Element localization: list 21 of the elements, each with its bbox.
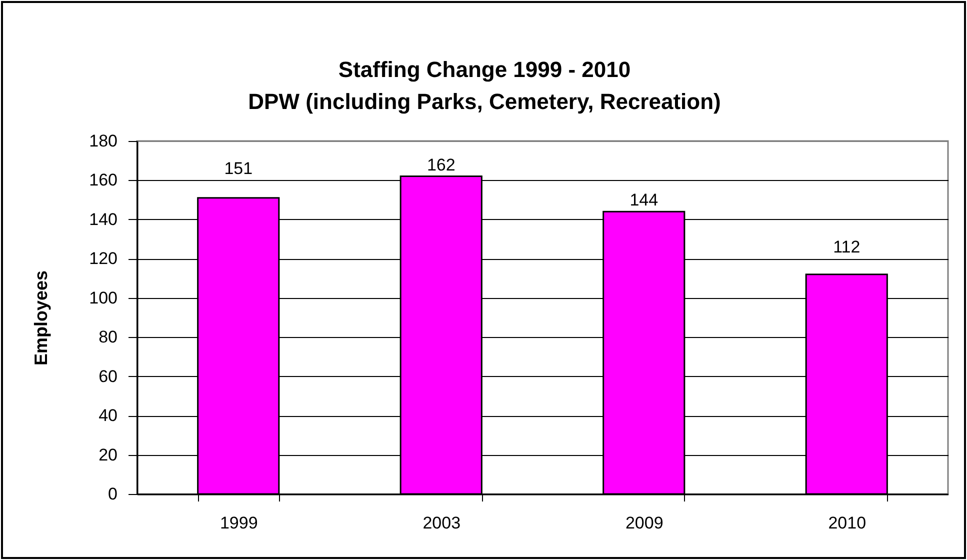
y-tick-label: 80 xyxy=(98,328,118,347)
y-axis-title: Employees xyxy=(31,270,52,366)
y-tick-label: 180 xyxy=(89,132,118,150)
chart-title: Staffing Change 1999 - 2010 xyxy=(338,57,631,82)
y-tick-label: 60 xyxy=(98,366,118,386)
data-label: 144 xyxy=(630,190,658,210)
x-tick-label: 1999 xyxy=(220,514,258,532)
data-label: 151 xyxy=(224,159,253,178)
y-tick-label: 160 xyxy=(89,170,118,190)
data-label: 162 xyxy=(426,155,456,174)
y-tick-label: 40 xyxy=(98,406,118,426)
x-tick-label: 2009 xyxy=(625,514,664,532)
y-tick-label: 0 xyxy=(108,484,118,504)
x-tick-label: 2010 xyxy=(828,514,866,532)
y-tick-label: 20 xyxy=(98,445,118,464)
x-tick-label: 2003 xyxy=(422,514,461,532)
y-tick-label: 100 xyxy=(89,288,118,308)
y-tick-label: 140 xyxy=(89,210,118,229)
y-tick-label: 120 xyxy=(89,249,118,268)
data-label: 112 xyxy=(833,238,860,257)
chart-subtitle: DPW (including Parks, Cemetery, Recreation) xyxy=(248,89,721,114)
